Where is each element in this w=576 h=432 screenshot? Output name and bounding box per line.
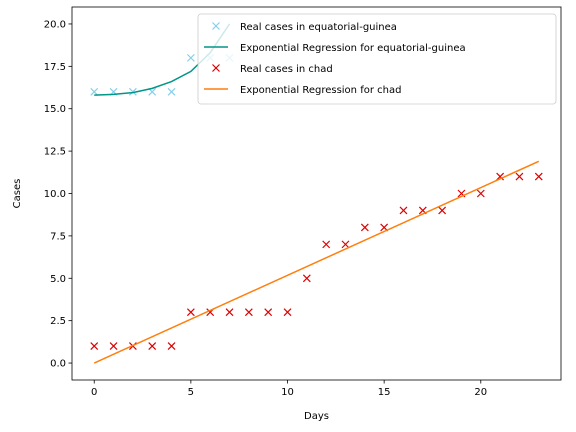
data-point-2-18: [438, 206, 447, 215]
data-point-2-3: [148, 342, 157, 351]
x-axis-label: Days: [304, 411, 329, 422]
data-point-0-5: [186, 53, 195, 62]
legend: Real cases in equatorial-guinea Exponenti…: [197, 13, 557, 105]
x-tick-label: 20: [474, 387, 487, 398]
x-tick-label: 15: [378, 387, 391, 398]
data-point-2-14: [360, 223, 369, 232]
x-axis: 0 5 10 15 20: [91, 380, 487, 398]
legend-label-0: Real cases in equatorial-guinea: [240, 22, 397, 33]
data-point-2-9: [264, 308, 273, 317]
legend-box: [197, 13, 557, 105]
data-point-2-11: [302, 274, 311, 283]
y-tick-label: 17.5: [44, 62, 66, 73]
legend-swatch-0: [212, 22, 220, 30]
data-point-2-23: [534, 172, 543, 181]
legend-swatch-2: [212, 64, 220, 72]
y-tick-label: 2.5: [50, 316, 66, 327]
data-point-2-1: [109, 342, 118, 351]
x-tick-label: 10: [281, 387, 294, 398]
data-point-2-12: [322, 240, 331, 249]
data-point-2-10: [283, 308, 292, 317]
y-tick-label: 20.0: [44, 19, 66, 30]
data-point-0-0: [90, 87, 99, 96]
y-axis: 0.0 2.5 5.0 7.5 10.0 12.5 15.0 17.5 20.0: [44, 19, 72, 370]
series-line-3: [93, 160, 540, 364]
data-point-2-4: [167, 342, 176, 351]
x-tick-label: 5: [188, 387, 194, 398]
data-point-2-0: [90, 342, 99, 351]
y-tick-label: 0.0: [50, 359, 66, 370]
y-tick-label: 10.0: [44, 189, 66, 200]
data-point-2-20: [476, 189, 485, 198]
data-point-0-2: [128, 87, 137, 96]
data-point-2-21: [496, 172, 505, 181]
y-tick-label: 7.5: [50, 231, 66, 242]
data-point-2-5: [186, 308, 195, 317]
data-point-2-7: [225, 308, 234, 317]
data-point-0-4: [167, 87, 176, 96]
data-point-2-16: [399, 206, 408, 215]
legend-label-1: Exponential Regression for equatorial-gu…: [240, 43, 466, 54]
y-axis-label: Cases: [12, 179, 23, 209]
y-tick-label: 5.0: [50, 274, 66, 285]
y-tick-label: 12.5: [44, 147, 66, 158]
legend-label-3: Exponential Regression for chad: [240, 85, 401, 96]
data-point-2-13: [341, 240, 350, 249]
x-tick-label: 0: [91, 387, 97, 398]
data-point-2-22: [515, 172, 524, 181]
data-point-2-8: [244, 308, 253, 317]
y-tick-label: 15.0: [44, 104, 66, 115]
legend-label-2: Real cases in chad: [240, 64, 333, 75]
